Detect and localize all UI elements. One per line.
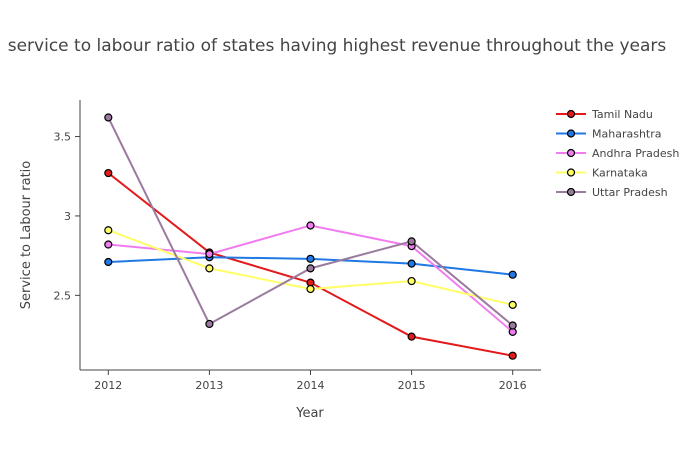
series-lines — [107, 117, 514, 357]
legend-label: Karnataka — [592, 167, 648, 180]
data-point-uttar-pradesh[interactable] — [104, 113, 113, 122]
data-point-uttar-pradesh[interactable] — [407, 237, 416, 246]
y-tick-label: 3.5 — [54, 131, 72, 144]
legend-item-andhra-pradesh[interactable]: Andhra Pradesh — [556, 147, 679, 160]
legend-label: Andhra Pradesh — [592, 147, 679, 160]
y-tick-label: 3 — [64, 210, 71, 223]
chart-title: service to labour ratio of states having… — [8, 36, 667, 56]
data-point-andhra-pradesh[interactable] — [306, 221, 315, 230]
legend-item-karnataka[interactable]: Karnataka — [556, 167, 648, 180]
series-markers — [104, 113, 517, 360]
x-tick-label: 2015 — [398, 379, 426, 392]
legend-item-maharashtra[interactable]: Maharashtra — [556, 128, 662, 141]
data-point-tamil-nadu[interactable] — [104, 168, 113, 178]
y-tick-label: 2.5 — [54, 289, 72, 302]
data-point-maharashtra[interactable] — [508, 270, 517, 279]
x-axis-title: Year — [295, 406, 324, 421]
legend-swatch-marker — [566, 187, 576, 197]
legend-item-tamil-nadu[interactable]: Tamil Nadu — [556, 108, 653, 121]
data-point-karnataka[interactable] — [407, 276, 416, 286]
data-point-maharashtra[interactable] — [407, 259, 416, 268]
data-point-uttar-pradesh[interactable] — [205, 319, 214, 329]
legend-label: Uttar Pradesh — [592, 186, 668, 199]
x-tick-label: 2012 — [94, 379, 122, 392]
y-axis-title: Service to Labour ratio — [19, 161, 34, 310]
data-point-tamil-nadu[interactable] — [407, 332, 416, 341]
legend-swatch-marker — [566, 168, 576, 177]
legend-label: Maharashtra — [592, 128, 662, 141]
data-point-uttar-pradesh[interactable] — [306, 264, 315, 273]
data-point-karnataka[interactable] — [104, 226, 113, 235]
x-tick-label: 2016 — [499, 379, 527, 392]
data-point-karnataka[interactable] — [205, 264, 214, 273]
data-point-uttar-pradesh[interactable] — [508, 321, 517, 330]
legend-swatch-marker — [566, 148, 576, 158]
data-point-karnataka[interactable] — [306, 284, 315, 294]
data-point-karnataka[interactable] — [508, 300, 517, 309]
data-point-andhra-pradesh[interactable] — [205, 249, 214, 259]
x-tick-label: 2013 — [195, 379, 223, 392]
data-point-tamil-nadu[interactable] — [508, 351, 517, 360]
data-point-maharashtra[interactable] — [306, 254, 315, 263]
data-point-maharashtra[interactable] — [104, 257, 113, 267]
legend-label: Tamil Nadu — [591, 108, 653, 121]
legend: Tamil Nadu Maharashtra Andhra Pradesh Karna… — [556, 108, 679, 199]
legend-item-uttar-pradesh[interactable]: Uttar Pradesh — [556, 186, 668, 199]
x-tick-label: 2014 — [297, 379, 325, 392]
plot-area: 2012 2013 2014 2015 2016 2.5 3 3.5 — [54, 100, 541, 392]
x-axis-ticks: 2012 2013 2014 2015 2016 — [94, 370, 527, 392]
legend-swatch-marker — [566, 129, 576, 138]
data-point-andhra-pradesh[interactable] — [104, 240, 113, 249]
legend-swatch-marker — [566, 109, 576, 119]
y-axis-ticks: 2.5 3 3.5 — [54, 131, 80, 302]
